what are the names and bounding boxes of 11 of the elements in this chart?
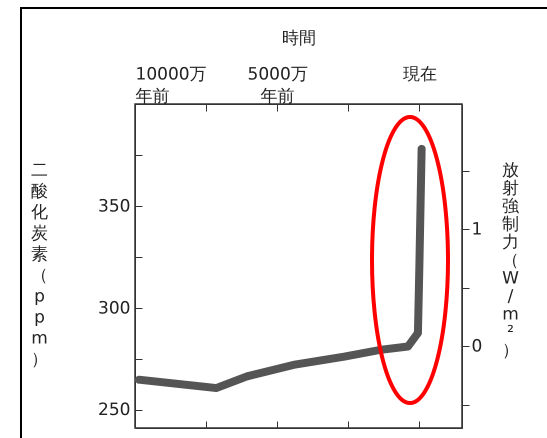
y-tick-label: 300 (98, 298, 130, 318)
text: 放射強制力（W/m²） (502, 160, 519, 360)
y-tick-label: 350 (98, 196, 130, 216)
text: 二酸化炭素（ppm） (31, 160, 48, 370)
x-axis-title: 時間 (282, 28, 316, 48)
y2-tick-label: 0 (472, 336, 482, 357)
y2-tick-label: 1 (472, 220, 482, 240)
x-tick-label: 現在 (402, 64, 437, 84)
x-tick-label: 5000万年前 (248, 64, 308, 106)
y-tick-label: 250 (98, 400, 130, 420)
x-tick-label: 10000万年前 (136, 64, 207, 106)
